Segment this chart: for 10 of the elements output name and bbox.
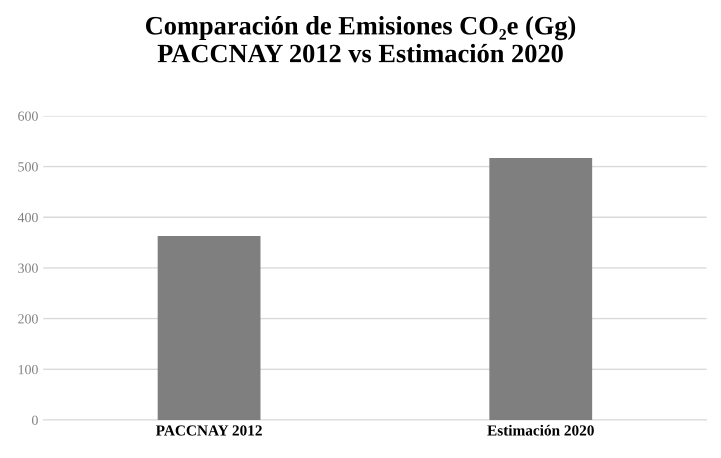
y-tick-label: 300 <box>18 264 38 273</box>
y-tick-label: 100 <box>18 364 38 374</box>
x-tick-label: PACCNAY 2012 <box>156 425 262 436</box>
x-tick-label: Estimación 2020 <box>487 424 594 436</box>
y-tick-label: 200 <box>18 314 38 324</box>
y-tick-label: 600 <box>18 111 38 121</box>
chart-title: Comparación de Emisiones CO₂e (Gg) PACCNAY 2012 vs Estimación 2020 <box>146 16 576 62</box>
y-tick-label: 400 <box>18 212 38 222</box>
y-tick-label: 500 <box>18 162 38 172</box>
y-tick-label: 0 <box>32 416 38 425</box>
